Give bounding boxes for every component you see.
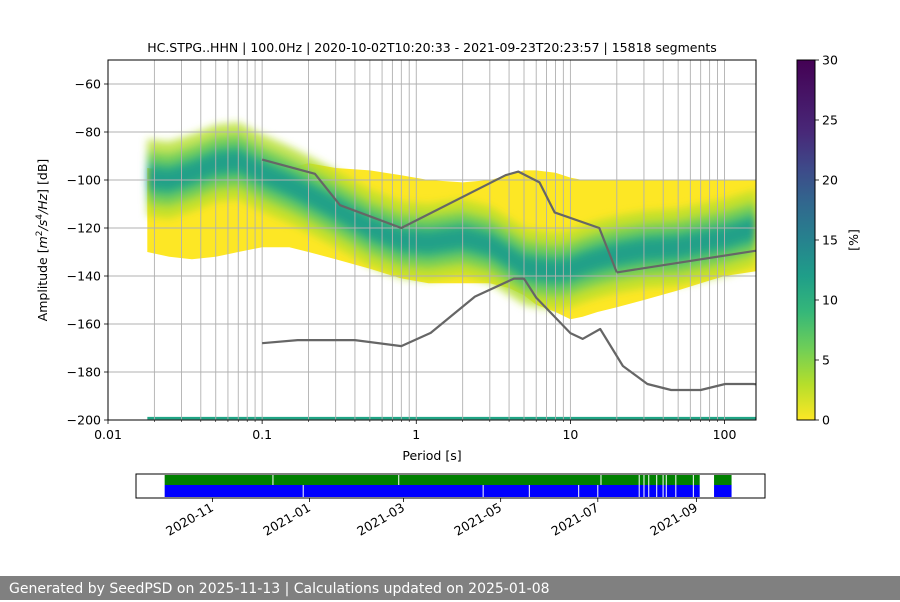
y-tick-label: −200 (67, 413, 101, 428)
x-tick-label: 0.01 (94, 427, 122, 442)
y-axis-ticks: −60 −80 −100 −120 −140 −160 −180 −200 (67, 77, 108, 428)
timeline-tick-label: 2020-11 (163, 500, 216, 539)
coverage-blue-0 (164, 485, 700, 497)
noise-model-nhnm (261, 158, 618, 273)
y-tick-label: −80 (75, 125, 101, 140)
colorbar-tick-label: 25 (822, 113, 838, 128)
x-tick-label: 100 (713, 427, 737, 442)
mode-band-layer-3 (147, 151, 756, 281)
y-tick-label: −120 (67, 221, 101, 236)
colorbar (796, 59, 816, 421)
plot-frame (107, 59, 757, 421)
psd-plot-area (108, 60, 756, 420)
timeline-ticks: 2020-11 2021-01 2021-03 2021-05 2021-07 2021-… (163, 498, 700, 539)
grid-lines (108, 60, 756, 420)
noise-model-nhnm_long (616, 249, 756, 274)
timeline-frame (135, 473, 766, 499)
colorbar-tick-label: 15 (822, 233, 838, 248)
y-label-exp-4: 4 (35, 214, 45, 220)
x-axis-ticks: 0.01 0.1 1 10 100 (94, 420, 737, 442)
y-tick-label: −180 (67, 365, 101, 380)
y-label-slash: / (35, 224, 50, 231)
y-label-tail: ] [dB] (35, 159, 50, 194)
x-axis-label: Period [s] (402, 448, 461, 463)
colorbar-label: [%] (846, 229, 861, 251)
timeline-tick-label: 2021-03 (354, 500, 407, 539)
plot-title: HC.STPG..HHN | 100.0Hz | 2020-10-02T10:2… (147, 40, 717, 55)
colorbar-tick-label: 30 (822, 53, 838, 68)
y-label-unit-hz: Hz (35, 193, 50, 209)
noise-model-layer (261, 158, 756, 392)
coverage-green-1 (714, 475, 732, 485)
coverage-blue-1 (714, 485, 732, 497)
coverage-green-0 (164, 475, 700, 485)
data-availability-timeline (164, 475, 732, 497)
timeline-tick-label: 2021-09 (647, 500, 700, 539)
y-tick-label: −100 (67, 173, 101, 188)
y-label-part: Amplitude [ (35, 248, 50, 321)
colorbar-tick-label: 5 (822, 353, 830, 368)
y-axis-label: Amplitude [m2/s4/Hz] [dB] (35, 159, 50, 322)
y-label-unit-m: m (35, 236, 50, 248)
colorbar-tick-label: 20 (822, 173, 838, 188)
colorbar-tick-label: 0 (822, 413, 830, 428)
y-label-exp-2: 2 (35, 230, 45, 236)
y-tick-label: −160 (67, 317, 101, 332)
footer-bar: Generated by SeedPSD on 2025-11-13 | Cal… (0, 576, 900, 600)
psd-figure: HC.STPG..HHN | 100.0Hz | 2020-10-02T10:2… (35, 40, 861, 539)
timeline-tick-label: 2021-01 (260, 500, 313, 539)
colorbar-tick-label: 10 (822, 293, 838, 308)
y-tick-label: −60 (75, 77, 101, 92)
x-tick-label: 1 (412, 427, 420, 442)
noise-model-nlnm (262, 277, 756, 392)
colorbar-ticks: 0 5 10 15 20 25 30 (815, 53, 838, 428)
x-tick-label: 0.1 (252, 427, 272, 442)
y-label-unit-s: s (35, 219, 50, 226)
x-tick-label: 10 (562, 427, 578, 442)
y-tick-label: −140 (67, 269, 101, 284)
timeline-tick-label: 2021-05 (451, 500, 504, 539)
y-label-slash-2: / (35, 208, 50, 215)
timeline-tick-label: 2021-07 (549, 500, 602, 539)
